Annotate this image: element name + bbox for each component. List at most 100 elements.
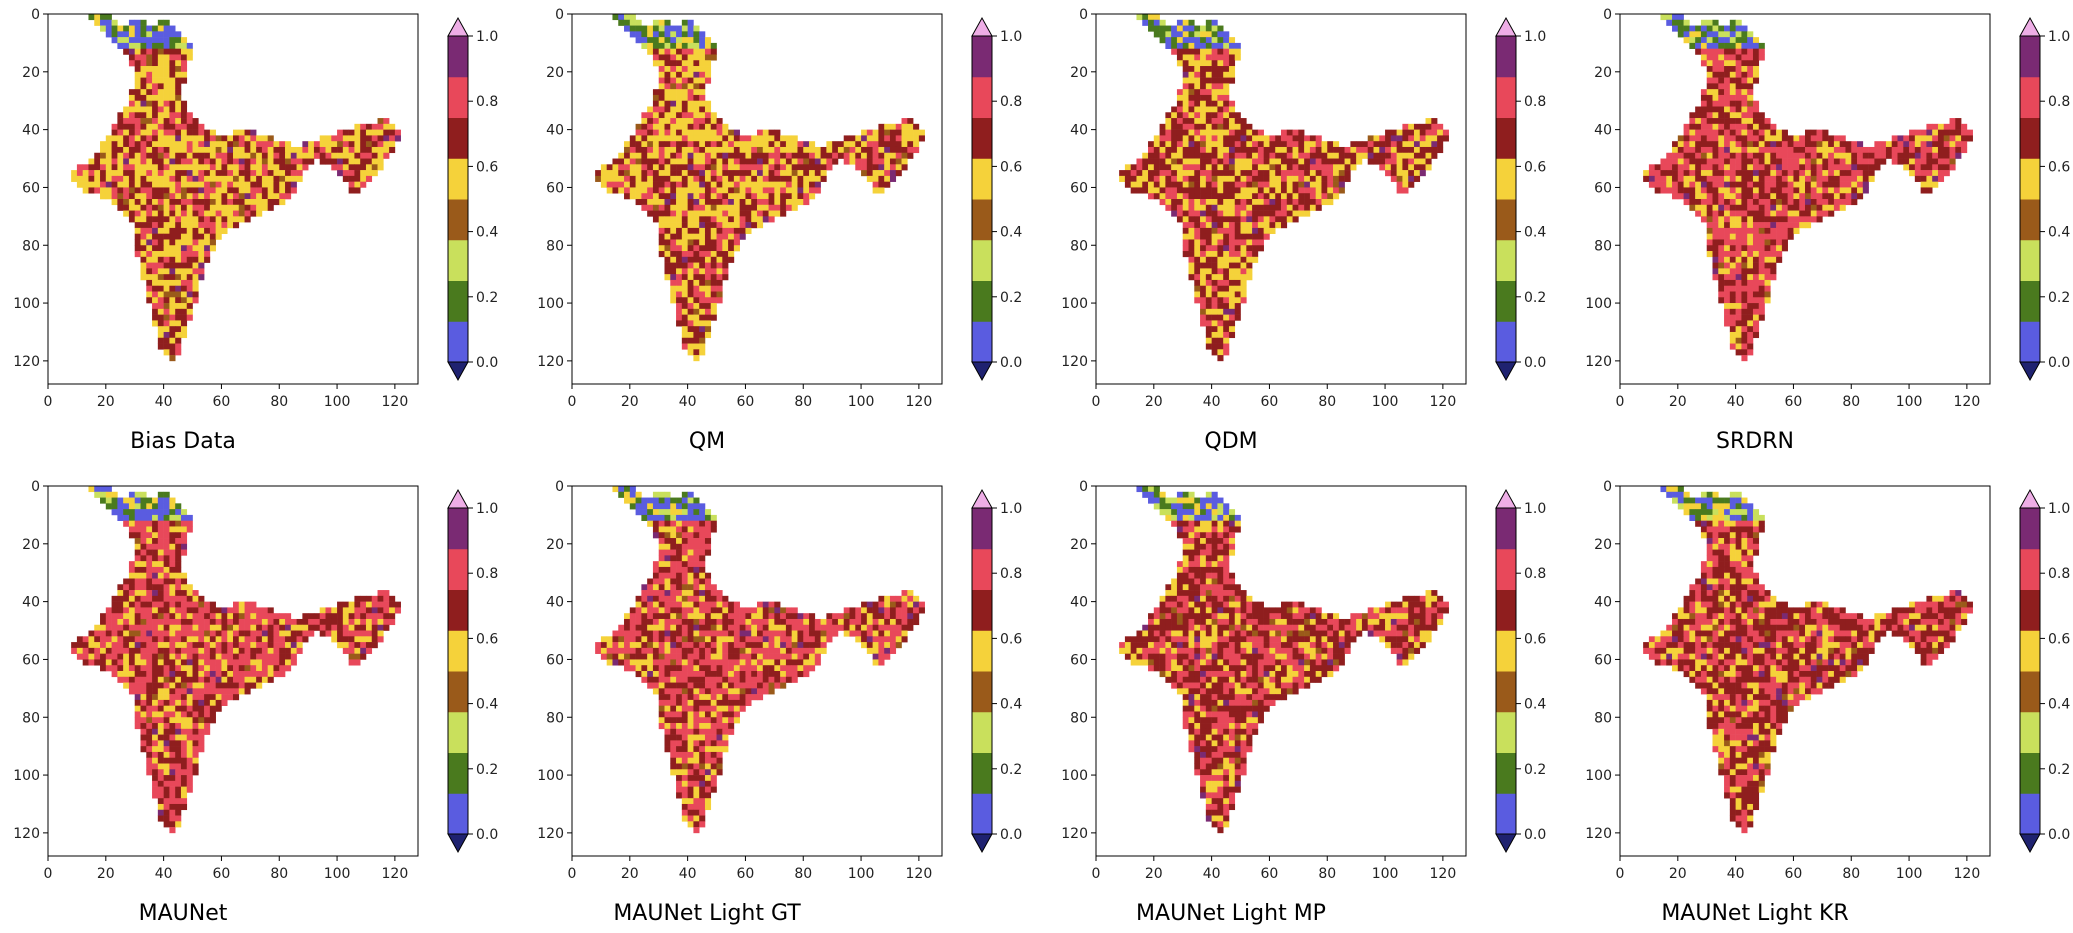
heatmap-cell [1217,100,1224,107]
heatmap-cell [704,135,712,142]
heatmap-cell [123,135,130,142]
heatmap-cell [618,181,625,188]
heatmap-cell [1136,170,1143,177]
heatmap-cell [1281,199,1288,206]
heatmap-cell [1165,187,1172,194]
heatmap-cell [780,141,787,148]
heatmap-cell [1949,123,1956,130]
heatmap-cell [342,613,349,620]
heatmap-cell [134,77,141,84]
colorbar-bin [972,239,992,281]
heatmap-cell [192,216,199,223]
heatmap-cell [134,135,141,142]
heatmap-cell [687,66,694,73]
heatmap-cell [1234,262,1241,269]
heatmap-cell [180,146,188,154]
heatmap-cell [1706,66,1713,73]
heatmap-cell [134,123,141,130]
heatmap-cell [1868,146,1875,154]
heatmap-cell [152,129,159,136]
heatmap-cell [180,66,188,73]
heatmap-cell [664,274,671,281]
heatmap-cell [198,222,205,229]
heatmap-cell [1275,187,1282,194]
heatmap-cell [215,193,222,200]
heatmap-cell [832,158,839,165]
heatmap-cell [180,123,188,130]
heatmap-cell [676,181,683,188]
heatmap-cell [238,618,245,626]
heatmap-cell [1257,164,1264,171]
heatmap-cell [670,170,677,177]
heatmap-cell [163,251,170,258]
heatmap-cell [1781,129,1788,136]
heatmap-cell [1182,19,1189,26]
heatmap-cell [1851,141,1858,148]
heatmap-cell [1188,204,1195,211]
heatmap-cell [163,100,170,107]
heatmap-cell [1706,123,1713,130]
heatmap-cell [1752,245,1760,252]
heatmap-cell [1712,175,1719,182]
heatmap-cell [1660,187,1667,194]
heatmap-cell [797,164,804,171]
heatmap-cell [1718,77,1725,84]
heatmap-cell [1752,54,1760,61]
heatmap-cell [250,175,257,182]
heatmap-cell [1718,152,1725,159]
heatmap-cell [134,152,141,159]
heatmap-cell [1228,118,1236,125]
heatmap-cell [1223,135,1230,142]
heatmap-cell [221,210,228,217]
heatmap-cell [803,146,810,154]
heatmap-cell [1379,164,1386,171]
heatmap-cell [180,595,188,602]
heatmap-cell [186,274,193,281]
heatmap-cell [1712,245,1719,252]
heatmap-cell [157,77,164,84]
heatmap-cell [1200,291,1207,298]
heatmap-cell [325,613,332,620]
heatmap-cell [1217,268,1224,275]
heatmap-cell [1165,25,1172,32]
heatmap-cell [658,187,665,194]
heatmap-cell [1851,175,1858,182]
heatmap-cell [1747,66,1754,73]
heatmap-cell [652,60,660,67]
heatmap-cell [699,158,706,165]
heatmap-cell [1937,158,1945,165]
heatmap-cell [1677,175,1684,182]
heatmap-cell [1252,146,1259,154]
heatmap-cell [1234,158,1241,165]
heatmap-cell [1136,181,1143,188]
heatmap-cell [1217,274,1224,281]
heatmap-cell [377,618,384,626]
heatmap-cell [1712,227,1719,234]
heatmap-cell [1327,181,1334,188]
heatmap-cell [693,337,700,344]
heatmap-cell [652,100,660,107]
heatmap-cell [331,152,338,159]
heatmap-cell [1333,141,1340,148]
heatmap-cell [1153,25,1160,32]
heatmap-cell [1275,175,1282,182]
heatmap-cell [1223,89,1230,96]
heatmap-cell [664,187,671,194]
heatmap-cell [146,193,153,200]
heatmap-cell [1839,187,1846,194]
heatmap-cell [1200,89,1207,96]
heatmap-cell [1961,146,1968,154]
heatmap-cell [1252,141,1259,148]
heatmap-cell [1805,199,1812,206]
heatmap-cell [1700,210,1708,217]
x-tick-label: 20 [1669,394,1687,410]
heatmap-cell [169,590,176,597]
heatmap-cell [319,607,326,614]
heatmap-cell [820,158,827,165]
heatmap-cell [1724,48,1731,55]
heatmap-cell [710,175,717,182]
heatmap-cell [169,561,176,568]
heatmap-cell [1217,279,1224,287]
heatmap-cell [1903,135,1910,142]
heatmap-cell [814,187,821,194]
